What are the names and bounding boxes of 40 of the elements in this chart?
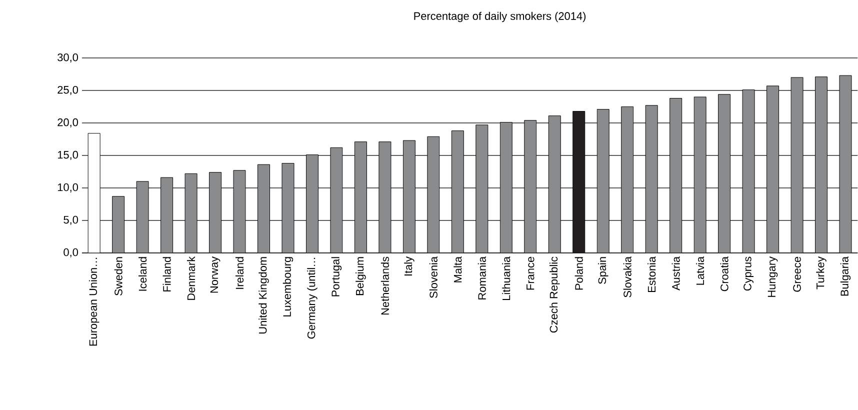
x-tick-label: Slovenia xyxy=(429,256,438,298)
x-tick-label: Slovakia xyxy=(623,256,632,298)
x-tick-label: Greece xyxy=(793,256,801,292)
x-tick-label: Luxembourg xyxy=(282,257,294,316)
x-tick-label: Finland xyxy=(162,257,171,292)
x-tick-label: Latvia xyxy=(696,256,704,285)
x-tick-label: Netherlands xyxy=(380,256,389,315)
y-tick-label: 30,0 xyxy=(58,54,78,63)
x-tick-label: Sweden xyxy=(114,257,122,296)
x-tick-label: France xyxy=(526,256,534,290)
x-tick-label: Romania xyxy=(478,256,486,300)
x-tick-label: Bulgaria xyxy=(840,256,851,296)
y-tick-label: 5,0 xyxy=(64,216,78,226)
x-tick-label: Croatia xyxy=(720,256,728,292)
x-tick-label: Portugal xyxy=(331,257,342,296)
x-tick-label: Denmark xyxy=(187,256,196,300)
x-tick-label: Germany (until… xyxy=(307,258,318,339)
y-tick-label: 20,0 xyxy=(58,118,78,128)
x-tick-label: Italy xyxy=(404,256,414,276)
x-tick-label: Lithuania xyxy=(502,256,510,300)
x-tick-label: European Union… xyxy=(88,258,100,346)
x-tick-label: Hungary xyxy=(768,256,778,297)
x-tick-label: Estonia xyxy=(648,256,656,292)
chart-title: Percentage of daily smokers (2014) xyxy=(414,12,586,22)
y-tick-label: 25,0 xyxy=(58,86,78,96)
x-tick-label: Malta xyxy=(454,256,462,282)
x-tick-label: Belgium xyxy=(356,257,366,296)
x-tick-label: Austria xyxy=(672,256,680,291)
x-tick-label: Norway xyxy=(210,256,220,293)
x-tick-label: Iceland xyxy=(138,257,147,291)
x-tick-label: United Kingdom xyxy=(258,257,269,334)
x-tick-label: Ireland xyxy=(236,257,244,289)
y-tick-label: 10,0 xyxy=(58,183,78,193)
x-tick-label: Poland xyxy=(574,257,583,290)
y-tick-label: 0,0 xyxy=(64,248,78,258)
y-tick-label: 15,0 xyxy=(58,151,78,160)
x-tick-label: Cyprus xyxy=(744,256,754,291)
x-tick-label: Czech Republic xyxy=(550,256,560,333)
x-tick-label: Turkey xyxy=(816,256,826,290)
x-tick-label: Spain xyxy=(598,257,608,284)
